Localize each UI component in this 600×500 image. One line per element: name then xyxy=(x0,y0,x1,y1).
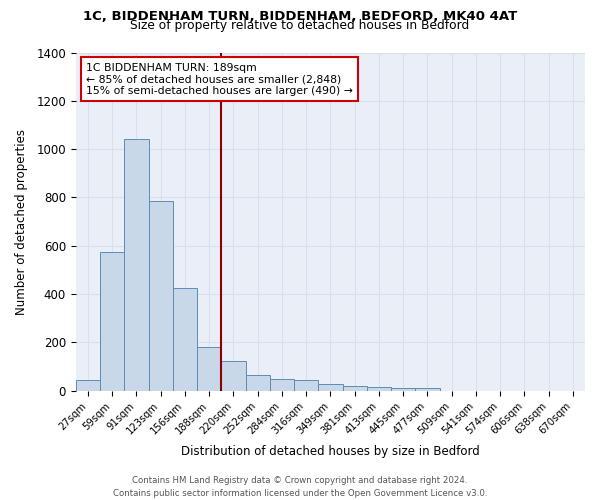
Bar xyxy=(415,388,440,391)
Bar xyxy=(391,388,415,391)
Bar xyxy=(343,386,367,391)
Bar xyxy=(318,384,343,391)
Bar xyxy=(76,380,100,391)
Bar xyxy=(197,348,221,391)
Text: Contains HM Land Registry data © Crown copyright and database right 2024.
Contai: Contains HM Land Registry data © Crown c… xyxy=(113,476,487,498)
Bar xyxy=(294,380,318,391)
Bar xyxy=(221,360,245,391)
Text: Size of property relative to detached houses in Bedford: Size of property relative to detached ho… xyxy=(130,18,470,32)
Bar xyxy=(245,375,270,391)
Y-axis label: Number of detached properties: Number of detached properties xyxy=(15,128,28,314)
Bar xyxy=(367,387,391,391)
Bar xyxy=(149,201,173,391)
Bar xyxy=(270,378,294,391)
Text: 1C, BIDDENHAM TURN, BIDDENHAM, BEDFORD, MK40 4AT: 1C, BIDDENHAM TURN, BIDDENHAM, BEDFORD, … xyxy=(83,10,517,23)
Bar xyxy=(173,288,197,391)
Text: 1C BIDDENHAM TURN: 189sqm
← 85% of detached houses are smaller (2,848)
15% of se: 1C BIDDENHAM TURN: 189sqm ← 85% of detac… xyxy=(86,62,353,96)
X-axis label: Distribution of detached houses by size in Bedford: Distribution of detached houses by size … xyxy=(181,444,480,458)
Bar xyxy=(100,252,124,391)
Bar xyxy=(124,140,149,391)
